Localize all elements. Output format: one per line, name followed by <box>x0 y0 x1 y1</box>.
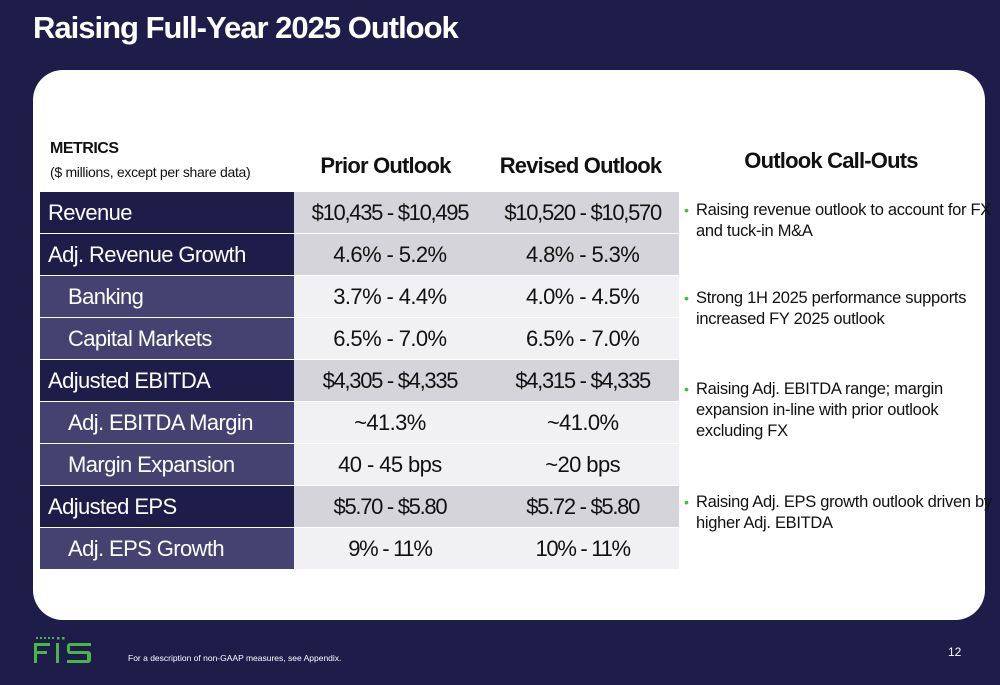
row-label: Capital Markets <box>40 317 294 360</box>
table-row: Margin Expansion 40 - 45 bps ~20 bps <box>40 443 679 486</box>
callout-item: • Raising revenue outlook to account for… <box>684 200 996 242</box>
row-label: Adj. Revenue Growth <box>40 233 294 276</box>
row-label: Adj. EPS Growth <box>40 527 294 570</box>
revised-value: 10% - 11% <box>486 527 679 570</box>
callouts-heading: Outlook Call-Outs <box>744 148 918 173</box>
row-label: Revenue <box>40 192 294 234</box>
metrics-label: METRICS <box>50 140 119 157</box>
footnote: For a description of non-GAAP measures, … <box>128 653 342 663</box>
revised-value: 4.0% - 4.5% <box>486 275 679 318</box>
metrics-header: METRICS ($ millions, except per share da… <box>50 140 251 180</box>
revised-value: $10,520 - $10,570 <box>486 192 679 234</box>
revised-value: ~20 bps <box>486 443 679 486</box>
prior-value: 4.6% - 5.2% <box>293 233 487 276</box>
page-title: Raising Full-Year 2025 Outlook <box>33 10 459 45</box>
prior-value: 6.5% - 7.0% <box>293 317 487 360</box>
bullet-icon: • <box>684 202 689 218</box>
table-row: Adj. Revenue Growth 4.6% - 5.2% 4.8% - 5… <box>40 233 679 276</box>
page-number: 12 <box>948 645 962 659</box>
table-row: Capital Markets 6.5% - 7.0% 6.5% - 7.0% <box>40 317 679 360</box>
table-row: Adjusted EPS $5.70 - $5.80 $5.72 - $5.80 <box>40 485 679 528</box>
prior-value: $5.70 - $5.80 <box>293 485 487 528</box>
revised-value: 4.8% - 5.3% <box>486 233 679 276</box>
callout-item: • Raising Adj. EPS growth outlook driven… <box>684 492 996 534</box>
table-row: Adjusted EBITDA $4,305 - $4,335 $4,315 -… <box>40 359 679 402</box>
revised-value: 6.5% - 7.0% <box>486 317 679 360</box>
callout-item: • Raising Adj. EBITDA range; margin expa… <box>684 379 996 442</box>
callout-text: Raising revenue outlook to account for F… <box>696 201 991 240</box>
bullet-icon: • <box>684 494 689 510</box>
row-label: Banking <box>40 275 294 318</box>
row-label: Adj. EBITDA Margin <box>40 401 294 444</box>
bullet-icon: • <box>684 290 689 306</box>
outlook-table: Revenue $10,435 - $10,495 $10,520 - $10,… <box>40 192 679 570</box>
row-label: Margin Expansion <box>40 443 294 486</box>
bullet-icon: • <box>684 381 689 397</box>
prior-value: 9% - 11% <box>293 527 487 570</box>
table-row: Adj. EPS Growth 9% - 11% 10% - 11% <box>40 527 679 570</box>
table-row: Adj. EBITDA Margin ~41.3% ~41.0% <box>40 401 679 444</box>
prior-value: $4,305 - $4,335 <box>293 359 487 402</box>
callout-item: • Strong 1H 2025 performance supports in… <box>684 288 996 330</box>
table-row: Revenue $10,435 - $10,495 $10,520 - $10,… <box>40 192 679 234</box>
revised-value: $4,315 - $4,335 <box>486 359 679 402</box>
prior-value: $10,435 - $10,495 <box>293 192 487 234</box>
prior-value: 3.7% - 4.4% <box>293 275 487 318</box>
prior-outlook-header: Prior Outlook <box>320 153 451 178</box>
row-label: Adjusted EBITDA <box>40 359 294 402</box>
prior-value: ~41.3% <box>293 401 487 444</box>
prior-value: 40 - 45 bps <box>293 443 487 486</box>
callout-text: Raising Adj. EPS growth outlook driven b… <box>696 493 992 532</box>
row-label: Adjusted EPS <box>40 485 294 528</box>
revised-outlook-header: Revised Outlook <box>499 153 662 178</box>
callout-text: Raising Adj. EBITDA range; margin expans… <box>696 380 943 440</box>
callout-text: Strong 1H 2025 performance supports incr… <box>696 289 967 328</box>
revised-value: ~41.0% <box>486 401 679 444</box>
fis-logo-icon <box>34 637 91 663</box>
table-row: Banking 3.7% - 4.4% 4.0% - 4.5% <box>40 275 679 318</box>
metrics-sublabel: ($ millions, except per share data) <box>50 164 251 180</box>
fis-logo <box>33 636 95 673</box>
revised-value: $5.72 - $5.80 <box>486 485 679 528</box>
